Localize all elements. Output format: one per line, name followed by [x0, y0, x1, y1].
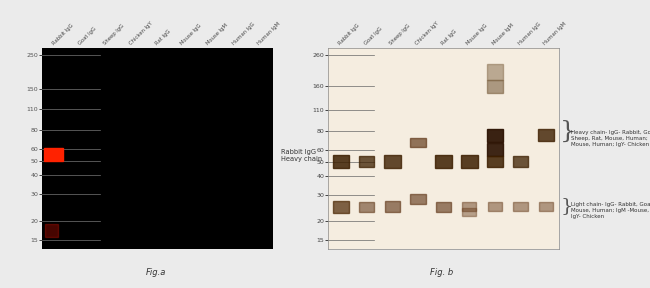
Bar [333, 155, 350, 168]
Bar [513, 156, 528, 168]
Bar [462, 202, 476, 211]
Bar [461, 155, 478, 168]
Bar [436, 202, 451, 211]
Text: }: } [560, 197, 573, 215]
Bar [487, 156, 503, 168]
Text: Rabbit IgG
Heavy chain: Rabbit IgG Heavy chain [281, 149, 322, 162]
Bar [333, 201, 350, 213]
Bar [410, 194, 426, 204]
Text: Fig. b: Fig. b [430, 268, 454, 277]
Bar [44, 148, 63, 161]
Bar [488, 202, 502, 211]
Bar [359, 156, 374, 168]
Bar [436, 155, 452, 168]
Bar [359, 202, 374, 211]
Bar [487, 64, 503, 80]
Bar [487, 80, 503, 93]
Bar [539, 202, 553, 211]
Bar [487, 143, 503, 156]
Bar [410, 138, 426, 147]
Bar [385, 202, 400, 212]
Text: }: } [560, 120, 577, 143]
Bar [46, 224, 58, 237]
Bar [538, 129, 554, 141]
Bar [514, 202, 528, 211]
Text: Fig.a: Fig.a [146, 268, 166, 277]
Text: Light chain- IgG- Rabbit, Goat, Rat,
Mouse, Human; IgM -Mouse, Human;
IgY- Chick: Light chain- IgG- Rabbit, Goat, Rat, Mou… [571, 202, 650, 219]
Bar [384, 156, 400, 168]
Bar [462, 208, 476, 216]
Text: Heavy chain- IgG- Rabbit, Goat,
Sheep, Rat, Mouse, Human; IgM -
Mouse, Human; Ig: Heavy chain- IgG- Rabbit, Goat, Sheep, R… [571, 130, 650, 147]
Bar [487, 129, 503, 142]
